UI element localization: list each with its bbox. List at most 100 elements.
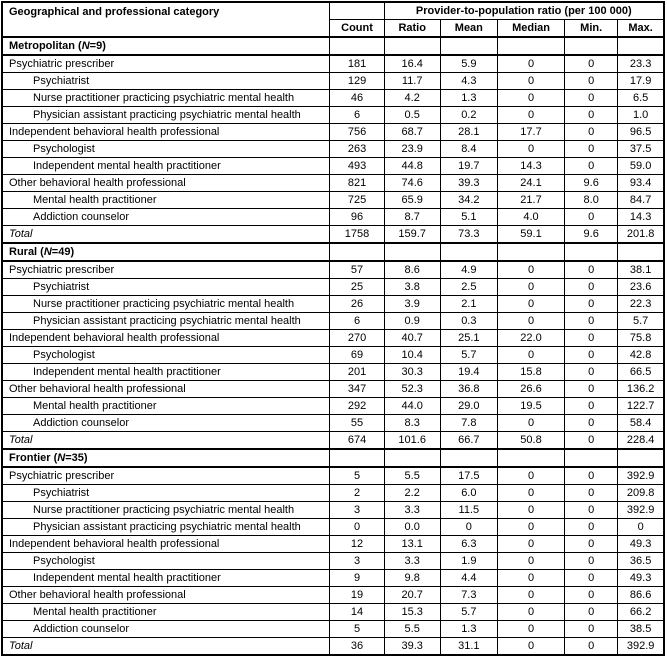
value-cell: 50.8 [496, 431, 566, 450]
data-row: Mental health practitioner 292 44.0 29.0 19.… [1, 397, 665, 415]
value-cell: 3.8 [383, 278, 441, 296]
value-cell: 129 [329, 72, 385, 90]
value-cell: 25.1 [439, 329, 498, 347]
category-cell: Independent behavioral health profession… [1, 329, 331, 347]
value-cell: 37.5 [617, 140, 665, 158]
section-label-post: =49) [51, 246, 75, 258]
section-empty-cell [496, 242, 566, 262]
value-cell: 1.9 [439, 552, 498, 570]
category-cell: Addiction counselor [1, 208, 331, 226]
value-cell: 5.9 [439, 54, 498, 73]
value-cell: 392.9 [617, 501, 665, 519]
value-cell: 0 [564, 501, 619, 519]
value-cell: 24.1 [496, 174, 566, 192]
value-cell: 49.3 [617, 569, 665, 587]
data-row: Physician assistant practicing psychiatr… [1, 518, 665, 536]
value-cell: 44.0 [383, 397, 441, 415]
value-cell: 8.4 [439, 140, 498, 158]
value-cell: 40.7 [383, 329, 441, 347]
section-empty-cell [329, 242, 385, 262]
value-cell: 0 [564, 106, 619, 124]
value-cell: 19.5 [496, 397, 566, 415]
value-cell: 8.7 [383, 208, 441, 226]
value-cell: 0 [564, 620, 619, 638]
column-header-ratio: Ratio [383, 19, 441, 38]
table-header: Geographical and professional category P… [1, 1, 665, 38]
value-cell: 0.2 [439, 106, 498, 124]
value-cell: 34.2 [439, 191, 498, 209]
value-cell: 5.1 [439, 208, 498, 226]
value-cell: 8.0 [564, 191, 619, 209]
section-label-post: =35) [65, 452, 88, 464]
category-cell: Psychologist [1, 346, 331, 364]
category-cell: Addiction counselor [1, 414, 331, 432]
category-cell: Independent mental health practitioner [1, 157, 331, 175]
value-cell: 0 [564, 89, 619, 107]
value-cell: 6.5 [617, 89, 665, 107]
value-cell: 38.1 [617, 260, 665, 279]
value-cell: 7.3 [439, 586, 498, 604]
value-cell: 5.5 [383, 620, 441, 638]
value-cell: 0 [564, 380, 619, 398]
value-cell: 0 [564, 312, 619, 330]
section-empty-cell [617, 36, 665, 56]
value-cell: 19.7 [439, 157, 498, 175]
value-cell: 21.7 [496, 191, 566, 209]
value-cell: 58.4 [617, 414, 665, 432]
value-cell: 201 [329, 363, 385, 381]
value-cell: 46 [329, 89, 385, 107]
value-cell: 68.7 [383, 123, 441, 141]
value-cell: 0 [564, 140, 619, 158]
value-cell: 674 [329, 431, 385, 450]
category-cell: Psychiatric prescriber [1, 54, 331, 73]
category-cell: Total [1, 637, 331, 656]
category-cell: Mental health practitioner [1, 397, 331, 415]
value-cell: 5.5 [383, 466, 441, 485]
value-cell: 19 [329, 586, 385, 604]
value-cell: 9.6 [564, 174, 619, 192]
value-cell: 0 [496, 569, 566, 587]
value-cell: 0.5 [383, 106, 441, 124]
value-cell: 392.9 [617, 637, 665, 656]
value-cell: 59.1 [496, 225, 566, 244]
value-cell: 20.7 [383, 586, 441, 604]
value-cell: 9 [329, 569, 385, 587]
value-cell: 0 [564, 346, 619, 364]
value-cell: 0 [564, 329, 619, 347]
value-cell: 0 [496, 54, 566, 73]
value-cell: 0 [496, 586, 566, 604]
value-cell: 9.6 [564, 225, 619, 244]
section-empty-cell [329, 448, 385, 468]
value-cell: 0 [564, 363, 619, 381]
value-cell: 31.1 [439, 637, 498, 656]
value-cell: 4.9 [439, 260, 498, 279]
data-row: Independent mental health practitioner 20… [1, 363, 665, 381]
value-cell: 42.8 [617, 346, 665, 364]
value-cell: 2.1 [439, 295, 498, 313]
value-cell: 209.8 [617, 484, 665, 502]
data-row: Addiction counselor 5 5.5 1.3 0 0 38.5 [1, 620, 665, 638]
category-cell: Other behavioral health professional [1, 174, 331, 192]
value-cell: 0 [496, 603, 566, 621]
section-empty-cell [617, 448, 665, 468]
category-cell: Total [1, 225, 331, 244]
value-cell: 122.7 [617, 397, 665, 415]
total-row: Total 674 101.6 66.7 50.8 0 228.4 [1, 431, 665, 450]
section-empty-cell [564, 242, 619, 262]
value-cell: 0 [496, 484, 566, 502]
data-row: Psychiatric prescriber 5 5.5 17.5 0 0 392.9 [1, 466, 665, 485]
value-cell: 22.0 [496, 329, 566, 347]
data-row: Independent behavioral health profession… [1, 535, 665, 553]
value-cell: 159.7 [383, 225, 441, 244]
value-cell: 73.3 [439, 225, 498, 244]
value-cell: 0 [439, 518, 498, 536]
section-header-row: Rural (N=49) [1, 242, 665, 262]
value-cell: 0.9 [383, 312, 441, 330]
value-cell: 392.9 [617, 466, 665, 485]
value-cell: 52.3 [383, 380, 441, 398]
value-cell: 84.7 [617, 191, 665, 209]
value-cell: 0 [617, 518, 665, 536]
value-cell: 0 [496, 637, 566, 656]
section-label-cell: Metropolitan (N=9) [1, 36, 331, 56]
value-cell: 6 [329, 106, 385, 124]
